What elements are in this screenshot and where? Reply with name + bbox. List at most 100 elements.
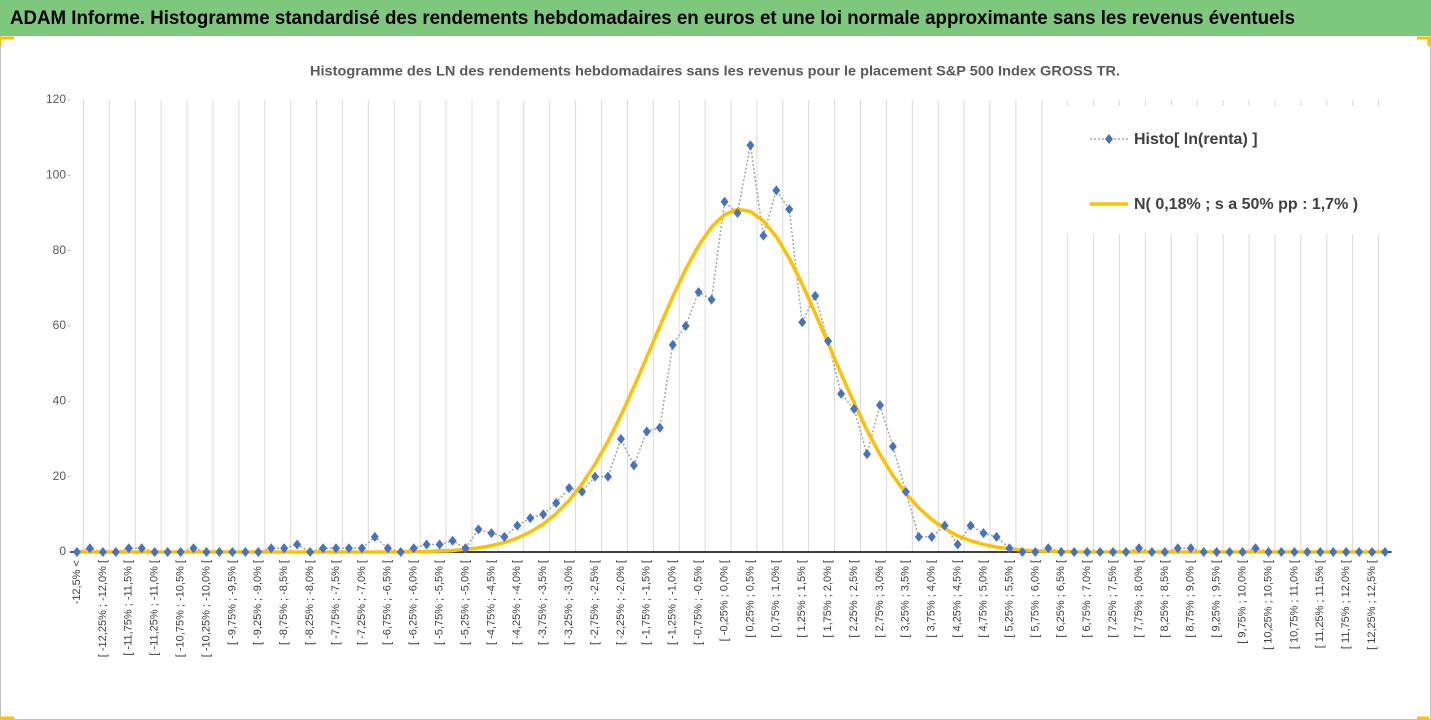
histo-marker xyxy=(914,531,923,542)
histo-marker xyxy=(785,204,794,215)
histo-marker xyxy=(616,434,625,444)
x-tick-label: [ 3,75% ; 4,0% [ xyxy=(926,560,938,638)
histo-marker xyxy=(357,543,366,554)
histo-marker xyxy=(668,339,677,350)
histo-marker xyxy=(513,520,522,531)
histo-marker xyxy=(1329,547,1338,557)
x-tick-label: [ -9,75% ; -9,5% [ xyxy=(226,560,238,645)
histo-marker xyxy=(435,539,444,550)
histo-marker xyxy=(888,441,897,452)
histo-marker xyxy=(1199,547,1208,557)
histo-marker xyxy=(254,547,263,557)
y-tick-label: 120 xyxy=(46,92,66,106)
histo-marker xyxy=(603,471,612,482)
histo-marker xyxy=(927,531,936,542)
histo-marker xyxy=(862,449,871,460)
histo-marker xyxy=(1160,547,1169,557)
legend: Histo[ ln(renta) ] N( 0,18% ; s a 50% pp … xyxy=(1058,106,1390,234)
x-tick-label: [ 7,75% ; 8,0% [ xyxy=(1133,560,1145,638)
histo-marker xyxy=(163,547,172,557)
histo-marker xyxy=(539,509,548,520)
histo-marker xyxy=(137,543,146,554)
y-tick-label: 80 xyxy=(53,243,67,257)
x-tick-label: [ -6,25% ; -6,0% [ xyxy=(408,560,420,645)
x-tick-label: [ 7,25% ; 7,5% [ xyxy=(1107,560,1119,638)
histo-marker xyxy=(1342,547,1351,557)
y-tick-label: 100 xyxy=(46,168,66,182)
histo-marker xyxy=(150,547,159,557)
histo-marker xyxy=(966,520,975,531)
x-tick-label: [ 6,75% ; 7,0% [ xyxy=(1081,560,1093,638)
histo-marker xyxy=(1355,547,1364,557)
plot xyxy=(72,140,1390,557)
x-tick-label: [ 1,25% ; 1,5% [ xyxy=(796,560,808,638)
histo-marker xyxy=(720,196,729,207)
legend-marker xyxy=(1105,134,1113,144)
histo-marker xyxy=(306,547,315,557)
x-tick-label: [ -1,75% ; -1,5% [ xyxy=(641,560,653,645)
histo-marker xyxy=(772,185,781,196)
histo-marker xyxy=(1212,547,1221,557)
histo-marker xyxy=(655,422,664,433)
histo-marker xyxy=(798,317,807,328)
x-tick-label: [ -7,75% ; -7,5% [ xyxy=(330,560,342,645)
x-tick-label: [ -3,75% ; -3,5% [ xyxy=(537,560,549,645)
chart-title: Histogramme des LN des rendements hebdom… xyxy=(310,63,1120,79)
histo-marker xyxy=(953,539,962,550)
legend-label: Histo[ ln(renta) ] xyxy=(1134,131,1258,148)
histo-marker xyxy=(1005,543,1014,554)
x-tick-label: [ 2,75% ; 3,0% [ xyxy=(874,560,886,638)
histo-marker xyxy=(1018,547,1027,557)
histo-marker xyxy=(1109,547,1118,557)
histo-marker xyxy=(578,486,587,497)
histo-marker xyxy=(111,547,120,557)
x-tick-label: [ 5,25% ; 5,5% [ xyxy=(1003,560,1015,638)
x-tick-label: [ 10,75% ; 11,0% [ xyxy=(1288,560,1300,649)
histo-marker xyxy=(280,543,289,554)
histo-marker xyxy=(746,140,755,151)
histo-marker xyxy=(1122,547,1131,557)
histo-marker xyxy=(1044,543,1053,554)
histo-marker xyxy=(1264,547,1273,557)
x-tick-label: [ -6,75% ; -6,5% [ xyxy=(382,560,394,645)
histo-marker xyxy=(215,547,224,557)
histo-marker xyxy=(694,287,703,298)
histo-marker xyxy=(1186,543,1195,554)
histo-marker xyxy=(979,528,988,539)
histo-marker xyxy=(1303,547,1312,557)
histo-marker xyxy=(642,426,651,437)
histo-marker xyxy=(383,543,392,554)
histo-marker xyxy=(824,336,833,347)
histo-marker xyxy=(189,543,198,554)
x-tick-label: [ -11,75% ; -11,5% [ xyxy=(123,560,135,656)
x-tick-label: [ 8,25% ; 8,5% [ xyxy=(1159,560,1171,638)
histo-marker xyxy=(344,543,353,554)
x-tick-label: [ 3,25% ; 3,5% [ xyxy=(900,560,912,638)
histo-marker xyxy=(98,547,107,557)
histo-marker xyxy=(487,528,496,539)
histo-marker xyxy=(733,208,742,218)
x-tick-label: [ 11,25% ; 11,5% [ xyxy=(1314,560,1326,648)
histo-marker xyxy=(228,547,237,557)
x-tick-label: [ -10,25% ; -10,0% [ xyxy=(200,560,212,657)
x-tick-label: [ -2,25% ; -2,0% [ xyxy=(615,560,627,645)
x-tick-label: [ 11,75% ; 12,0% [ xyxy=(1340,560,1352,649)
histo-marker xyxy=(837,388,846,399)
histo-marker xyxy=(759,230,768,241)
x-tick-label: [ -12,25% ; -12,0% [ xyxy=(97,560,109,657)
y-tick-label: 40 xyxy=(53,394,67,408)
histo-marker xyxy=(1083,547,1092,557)
histo-marker xyxy=(1173,543,1182,554)
legend-box xyxy=(1058,106,1390,234)
y-tick-label: 0 xyxy=(59,544,66,558)
histo-marker xyxy=(565,482,574,493)
header-bar xyxy=(0,0,1431,36)
histo-marker xyxy=(591,471,600,482)
grid: 0 20 40 60 80 100 120 -12,5% < [ -12,25% ; -12,0… xyxy=(46,92,1392,657)
x-tick-label: [ 9,75% ; 10,0% [ xyxy=(1236,560,1248,644)
x-tick-label: [ 4,75% ; 5,0% [ xyxy=(977,560,989,638)
histo-marker xyxy=(241,547,250,557)
histo-marker xyxy=(474,524,483,535)
histo-marker xyxy=(526,513,535,524)
